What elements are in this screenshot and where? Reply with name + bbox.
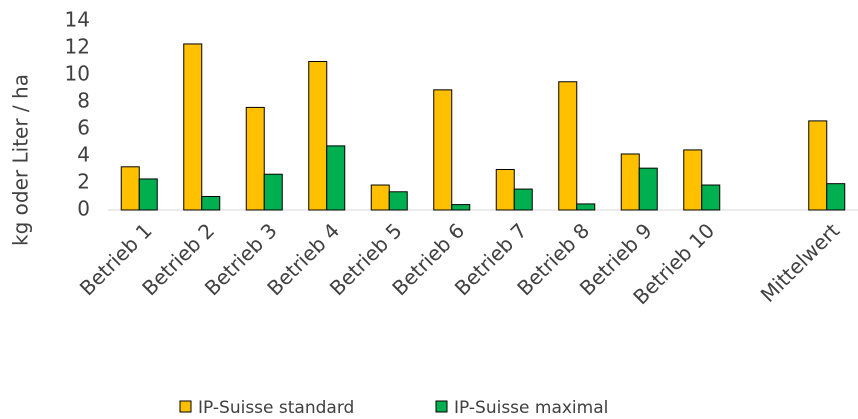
legend-swatch bbox=[435, 400, 448, 413]
bar bbox=[576, 203, 596, 211]
bar bbox=[388, 191, 408, 211]
bar bbox=[638, 167, 658, 211]
bar bbox=[245, 106, 265, 211]
legend-swatch bbox=[179, 400, 192, 413]
bar bbox=[808, 120, 828, 211]
bar bbox=[183, 43, 203, 211]
bar bbox=[495, 169, 515, 211]
bar bbox=[620, 153, 640, 211]
bar bbox=[558, 81, 578, 211]
bar bbox=[138, 178, 158, 211]
y-tick-label: 10 bbox=[65, 62, 90, 86]
bar bbox=[326, 145, 346, 211]
y-tick-label: 0 bbox=[77, 197, 90, 221]
bar bbox=[683, 149, 703, 211]
y-tick-label: 8 bbox=[77, 89, 90, 113]
bar bbox=[701, 184, 721, 211]
y-tick-label: 2 bbox=[77, 170, 90, 194]
bar bbox=[120, 166, 140, 211]
y-axis-label: kg oder Liter / ha bbox=[9, 74, 33, 246]
y-tick-label: 6 bbox=[77, 116, 90, 140]
bar bbox=[451, 204, 471, 211]
x-tick-label: Mittelwert bbox=[756, 218, 845, 307]
bar bbox=[201, 196, 221, 211]
bar bbox=[263, 173, 283, 211]
y-tick-label: 4 bbox=[77, 143, 90, 167]
y-tick-label: 14 bbox=[65, 8, 90, 32]
bar bbox=[433, 89, 453, 211]
bar bbox=[308, 61, 328, 211]
y-tick-label: 12 bbox=[65, 35, 90, 59]
bar bbox=[370, 184, 390, 211]
bar bbox=[513, 188, 533, 211]
legend-label: IP-Suisse standard bbox=[198, 398, 354, 418]
bar bbox=[826, 183, 846, 211]
legend-label: IP-Suisse maximal bbox=[454, 398, 608, 418]
